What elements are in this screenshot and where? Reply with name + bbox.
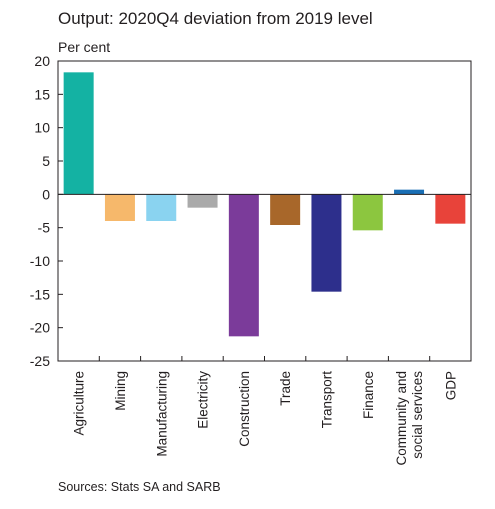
y-tick-label-9: -25 bbox=[30, 353, 50, 369]
category-label-line: Construction bbox=[237, 371, 252, 447]
category-label-line: Transport bbox=[319, 371, 334, 429]
y-tick-label-2: 10 bbox=[34, 120, 50, 136]
chart-source: Sources: Stats SA and SARB bbox=[58, 480, 221, 494]
y-tick-label-0: 20 bbox=[34, 53, 50, 69]
y-tick-label-1: 15 bbox=[34, 86, 50, 102]
category-label-line: Agriculture bbox=[72, 371, 87, 436]
category-label-line: Finance bbox=[361, 371, 376, 419]
bar-2 bbox=[146, 194, 177, 221]
bar-9 bbox=[435, 194, 466, 224]
category-label-4: Construction bbox=[237, 371, 252, 447]
y-axis-unit-label: Per cent bbox=[58, 39, 111, 55]
category-label-0: Agriculture bbox=[72, 371, 87, 436]
category-label-6: Transport bbox=[319, 371, 334, 429]
y-tick-label-5: -5 bbox=[38, 220, 51, 236]
category-label-5: Trade bbox=[278, 371, 293, 406]
category-label-line: Manufacturing bbox=[154, 371, 169, 457]
category-label-line: Electricity bbox=[196, 371, 211, 429]
category-label-9: GDP bbox=[443, 371, 458, 400]
bar-7 bbox=[352, 194, 383, 231]
category-label-1: Mining bbox=[113, 371, 128, 411]
bar-0 bbox=[63, 72, 94, 195]
category-label-3: Electricity bbox=[196, 371, 211, 429]
category-label-line: Trade bbox=[278, 371, 293, 406]
chart-title: Output: 2020Q4 deviation from 2019 level bbox=[58, 9, 373, 28]
category-label-line: Community and bbox=[394, 371, 409, 466]
bar-4 bbox=[228, 194, 259, 337]
y-tick-label-4: 0 bbox=[42, 186, 50, 202]
category-label-line: social services bbox=[410, 371, 425, 459]
y-tick-label-6: -10 bbox=[30, 253, 50, 269]
y-tick-label-8: -20 bbox=[30, 320, 50, 336]
category-label-7: Finance bbox=[361, 371, 376, 419]
y-tick-label-3: 5 bbox=[42, 153, 50, 169]
bar-1 bbox=[104, 194, 135, 221]
bar-5 bbox=[270, 194, 301, 225]
y-tick-label-7: -15 bbox=[30, 286, 50, 302]
category-label-8: Community andsocial services bbox=[394, 371, 425, 466]
category-label-line: GDP bbox=[443, 371, 458, 400]
bar-6 bbox=[311, 194, 342, 292]
bar-3 bbox=[187, 194, 218, 208]
bar-8 bbox=[394, 189, 425, 195]
category-label-2: Manufacturing bbox=[154, 371, 169, 457]
category-label-line: Mining bbox=[113, 371, 128, 411]
